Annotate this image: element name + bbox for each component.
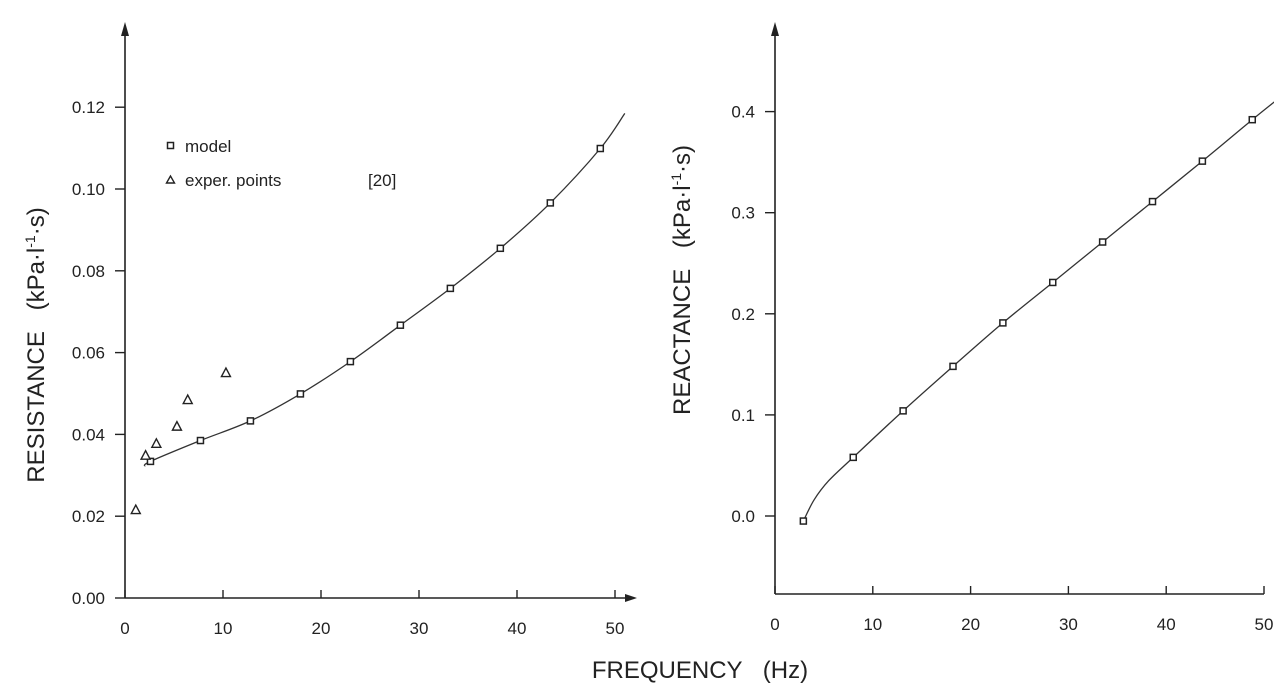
resistance-y-tick-label: 0.04 — [72, 425, 105, 444]
resistance-model-point — [146, 457, 155, 466]
reactance-ylabel-unit: (kPa·l — [669, 185, 696, 248]
resistance-y-tick-label: 0.08 — [72, 262, 105, 281]
resistance-y-tick-label: 0.00 — [72, 589, 105, 608]
resistance-model-point — [296, 390, 305, 398]
resistance-x-tick-label: 50 — [606, 619, 625, 638]
resistance-exper-point — [220, 366, 232, 378]
resistance-model-point — [346, 357, 355, 366]
reactance-ylabel-unit-sup: -1 — [668, 173, 684, 186]
resistance-ticks: 0 10 20 30 40 50 0.00 0.02 0.04 0.06 0.08 0.10 0.12 — [72, 98, 625, 638]
reactance-y-tick-label: 0.4 — [731, 103, 755, 122]
legend-square-marker — [166, 141, 175, 150]
reactance-x-tick-label: 10 — [863, 615, 882, 634]
resistance-exper-point — [130, 503, 142, 515]
reactance-x-tick-label: 40 — [1157, 615, 1176, 634]
reactance-model-point — [899, 407, 907, 415]
resistance-y-tick-label: 0.12 — [72, 98, 105, 117]
resistance-exper-point — [139, 449, 152, 460]
resistance-y-tick-label: 0.06 — [72, 344, 105, 363]
reactance-model-point — [1248, 115, 1257, 124]
resistance-panel: 0 10 20 30 40 500.000.020.040.060.080.100.12 … — [22, 22, 637, 638]
reactance-ylabel: REACTANCE (kPa·l-1·s) — [668, 145, 696, 415]
frequency-xlabel-main: FREQUENCY — [592, 657, 743, 684]
resistance-model-point — [496, 244, 505, 253]
resistance-ylabel-unit: (kPa·l — [23, 248, 50, 311]
resistance-x-tick-label: 20 — [312, 619, 331, 638]
reactance-ylabel-main: REACTANCE — [669, 269, 696, 415]
resistance-x-tick-label: 40 — [508, 619, 527, 638]
reactance-model-point — [999, 319, 1007, 327]
reactance-model-point — [1049, 278, 1057, 287]
reactance-x-tick-label: 20 — [961, 615, 980, 634]
reactance-model-point — [799, 517, 808, 525]
reactance-model-point — [1198, 157, 1207, 165]
legend-label-exper: exper. points — [185, 171, 281, 190]
resistance-axes — [121, 22, 637, 602]
resistance-x-tick-label: 30 — [410, 619, 429, 638]
resistance-ylabel: RESISTANCE (kPa·l-1·s) — [22, 207, 50, 482]
reactance-axes — [771, 22, 1264, 595]
resistance-marks — [130, 144, 605, 515]
frequency-xlabel-unit: (Hz) — [763, 657, 808, 684]
resistance-exper-point — [182, 393, 194, 405]
reactance-ticks: 0 10 20 30 40 50 0.0 0.1 0.2 0.3 0.4 — [731, 103, 1273, 634]
reactance-marks — [799, 115, 1257, 525]
reactance-model-point — [1098, 238, 1107, 246]
resistance-y-axis-arrow — [121, 22, 129, 36]
resistance-model-point — [546, 199, 555, 207]
reactance-model-point — [849, 453, 857, 462]
reactance-ylabel-unit-suffix: ·s) — [669, 145, 696, 173]
resistance-x-tick-label: 0 — [120, 619, 129, 638]
resistance-model-point — [196, 436, 205, 445]
reactance-y-tick-label: 0.3 — [731, 204, 755, 223]
resistance-exper-point — [171, 420, 183, 431]
reactance-y-tick-label: 0.2 — [731, 305, 755, 324]
resistance-exper-point — [150, 437, 163, 449]
legend: model exper. points [20] — [165, 137, 396, 190]
reactance-y-tick-label: 0.1 — [731, 406, 755, 425]
legend-label-ref: [20] — [368, 171, 396, 190]
reactance-y-tick-label: 0.0 — [731, 507, 755, 526]
legend-triangle-marker — [165, 174, 176, 184]
resistance-model-point — [446, 284, 455, 293]
reactance-model-point — [1148, 197, 1157, 206]
resistance-ylabel-unit-suffix: ·s) — [23, 207, 50, 235]
reactance-panel: 0 10 20 30 40 50 0.0 0.1 0.2 0.3 0.4 REACTANCE (kP… — [668, 22, 1274, 634]
resistance-model-point — [396, 321, 405, 329]
reactance-x-tick-label: 0 — [770, 615, 779, 634]
reactance-x-tick-label: 50 — [1255, 615, 1274, 634]
legend-label-model: model — [185, 137, 231, 156]
resistance-x-axis-arrow — [625, 594, 637, 602]
frequency-xlabel: FREQUENCY (Hz) — [592, 657, 808, 684]
resistance-y-tick-label: 0.02 — [72, 507, 105, 526]
resistance-model-point — [596, 144, 605, 153]
resistance-model-point — [246, 417, 255, 425]
reactance-x-tick-label: 30 — [1059, 615, 1078, 634]
reactance-model-point — [949, 362, 957, 371]
reactance-y-axis-arrow — [771, 22, 779, 36]
resistance-y-tick-label: 0.10 — [72, 180, 105, 199]
resistance-ylabel-main: RESISTANCE — [23, 331, 50, 483]
resistance-x-tick-label: 10 — [214, 619, 233, 638]
resistance-model-curve — [143, 112, 626, 467]
resistance-ylabel-unit-sup: -1 — [22, 235, 38, 248]
